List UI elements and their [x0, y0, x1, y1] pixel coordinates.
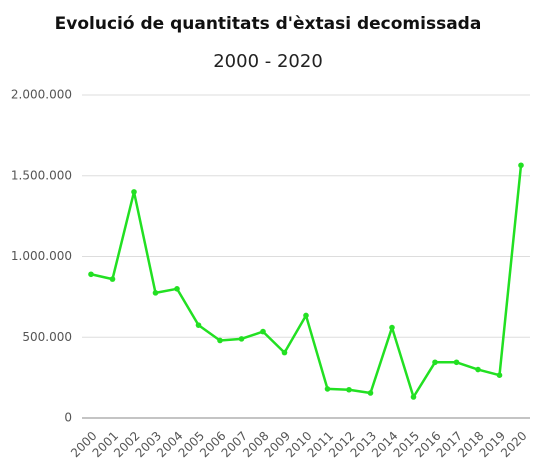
- point: [238, 336, 245, 342]
- point: [324, 386, 331, 392]
- point: [217, 337, 223, 344]
- point: [518, 162, 524, 169]
- point: [195, 322, 202, 328]
- chart-title: Evolució de quantitats d'èxtasi decomiss…: [55, 14, 482, 34]
- point: [131, 189, 137, 195]
- point: [367, 390, 374, 396]
- point: [303, 312, 309, 319]
- point: [475, 366, 481, 373]
- point: [432, 359, 438, 366]
- point: [496, 372, 503, 379]
- point: [109, 276, 116, 282]
- point: [410, 394, 417, 400]
- y-tick-label: 0: [64, 411, 72, 425]
- point: [389, 324, 395, 331]
- chart-subtitle: 2000 - 2020: [213, 51, 323, 72]
- y-tick-label: 500.000: [22, 330, 72, 344]
- point: [152, 290, 159, 296]
- y-tick-label: 2.000.000: [11, 88, 72, 102]
- point: [346, 386, 352, 393]
- point: [453, 359, 460, 366]
- point: [281, 349, 288, 356]
- y-tick-label: 1.000.000: [11, 249, 72, 263]
- point: [260, 328, 266, 335]
- point: [174, 286, 180, 292]
- point: [88, 271, 94, 278]
- y-tick-label: 1.500.000: [11, 168, 72, 182]
